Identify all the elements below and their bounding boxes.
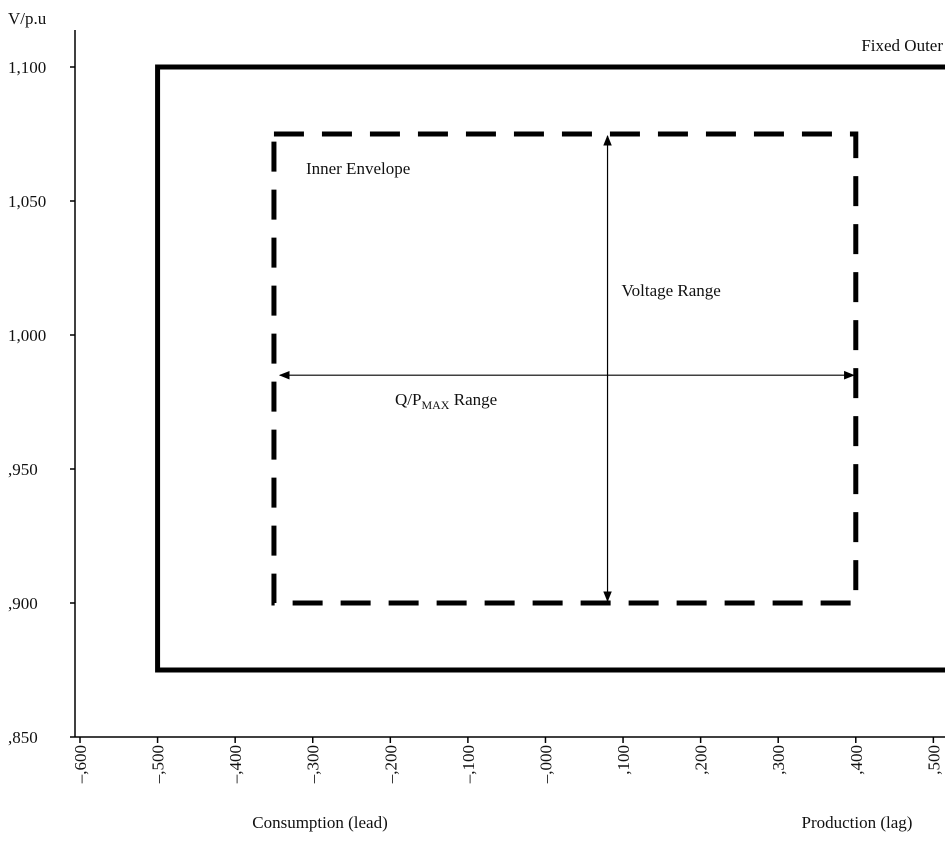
y-tick-label: ,900: [8, 594, 38, 613]
x-axis-label-right: Production (lag): [802, 813, 913, 832]
x-axis-label-left: Consumption (lead): [252, 813, 388, 832]
x-tick-label: ,400: [847, 745, 866, 775]
x-tick-label: –,300: [304, 745, 323, 784]
x-tick-label: ,200: [692, 745, 711, 775]
inner-envelope: [271, 131, 859, 606]
y-tick-label: ,850: [8, 728, 38, 747]
x-tick-label: –,000: [536, 745, 555, 784]
q-range-label-part: Q/P: [395, 390, 421, 409]
x-tick-label: –,400: [226, 745, 245, 784]
x-tick-label: –,100: [459, 745, 478, 784]
outer-envelope: [155, 64, 945, 673]
x-tick-label: ,500: [924, 745, 943, 775]
x-tick-label: ,100: [614, 745, 633, 775]
x-tick-label: –,500: [149, 745, 168, 784]
inner-envelope-label: Inner Envelope: [306, 159, 410, 178]
x-tick-label: ,300: [769, 745, 788, 775]
y-axis-label: V/p.u: [8, 9, 47, 28]
x-tick-label: –,600: [71, 745, 90, 784]
y-tick-label: ,950: [8, 460, 38, 479]
y-tick-label: 1,000: [8, 326, 46, 345]
q-range-label: Q/PMAX Range: [395, 390, 497, 412]
q-range-label-part: Range: [449, 390, 497, 409]
y-tick-label: 1,100: [8, 58, 46, 77]
voltage-range-label: Voltage Range: [622, 281, 721, 300]
q-range-label-sub: MAX: [421, 398, 449, 412]
x-tick-label: –,200: [381, 745, 400, 784]
y-tick-label: 1,050: [8, 192, 46, 211]
outer-envelope-label: Fixed Outer: [861, 36, 943, 55]
